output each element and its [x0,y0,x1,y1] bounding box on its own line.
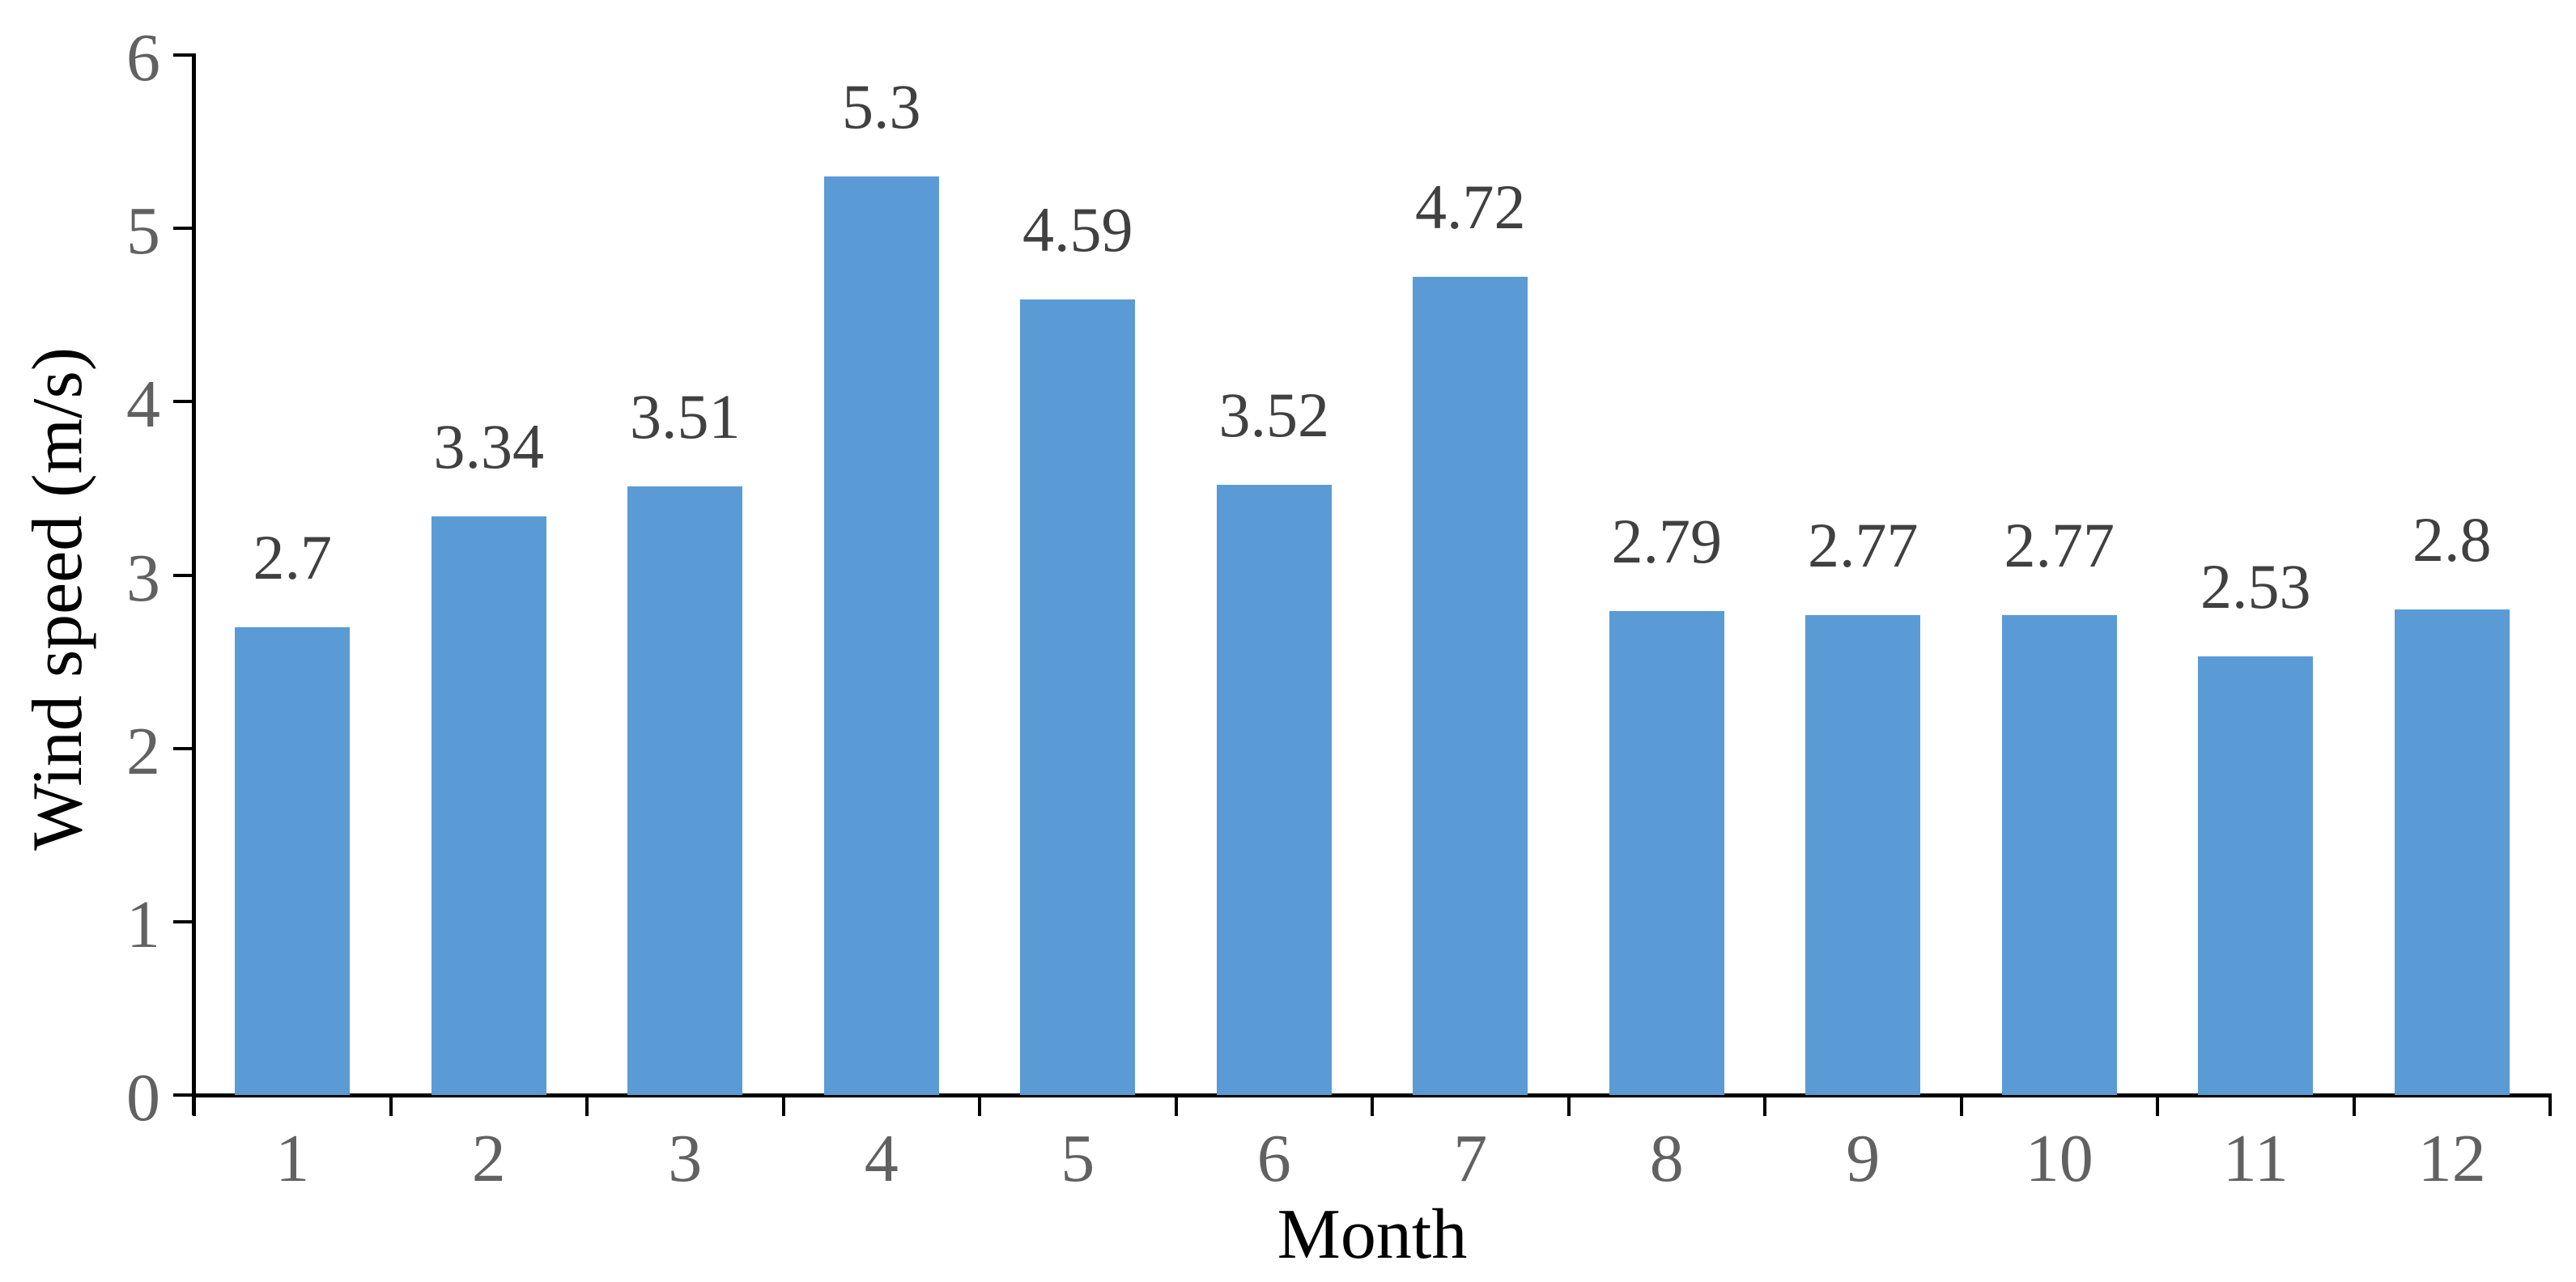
y-tick-label: 2 [126,713,160,789]
x-tick-mark [2156,1095,2159,1116]
bar-data-label: 4.72 [1415,172,1526,243]
bar-data-label: 2.8 [2412,504,2492,575]
bar [2198,656,2314,1095]
bar [1216,485,1332,1095]
x-tick-label: 1 [275,1121,310,1196]
x-tick-label: 2 [471,1121,506,1196]
y-tick-mark [173,746,194,750]
bar-data-label: 2.53 [2200,551,2311,622]
bar-data-label: 4.59 [1022,193,1133,265]
bar [1413,277,1528,1095]
x-tick-label: 6 [1256,1121,1291,1196]
bar-data-label: 5.3 [842,70,921,142]
x-tick-label: 5 [1061,1121,1095,1196]
bar-data-label: 2.7 [253,521,333,592]
x-tick-mark [2548,1095,2552,1116]
bar [235,626,351,1095]
x-tick-mark [1763,1095,1766,1116]
y-tick-label: 4 [126,367,160,443]
bar-data-label: 2.77 [1808,509,1919,580]
y-tick-label: 1 [126,886,160,962]
x-tick-label: 7 [1453,1121,1488,1196]
bar-data-label: 2.77 [2004,509,2115,580]
bar [627,486,743,1095]
x-tick-label: 9 [1846,1121,1881,1196]
y-tick-mark [173,573,194,577]
x-tick-label: 8 [1649,1121,1684,1196]
bar [431,516,546,1095]
y-axis-title: Wind speed (m/s) [19,346,97,851]
y-axis-line [192,53,196,1115]
x-tick-mark [1959,1095,1963,1116]
bar [1020,299,1136,1095]
x-tick-mark [978,1095,981,1116]
bar [2394,609,2510,1095]
y-tick-mark [173,53,194,57]
x-tick-mark [1566,1095,1571,1116]
y-tick-mark [173,400,194,404]
bar-data-label: 2.79 [1611,506,1723,577]
x-tick-mark [2352,1095,2356,1116]
x-tick-mark [1174,1095,1178,1116]
y-tick-label: 0 [126,1060,160,1136]
y-tick-mark [173,919,194,923]
y-tick-label: 6 [126,20,160,96]
x-tick-label: 3 [668,1121,703,1196]
bar-data-label: 3.51 [630,381,741,452]
x-tick-label: 11 [2222,1121,2289,1196]
x-tick-mark [193,1095,196,1116]
bar-data-label: 3.34 [433,410,545,482]
x-tick-mark [389,1095,393,1116]
y-tick-mark [173,227,194,231]
x-tick-mark [585,1095,589,1116]
y-tick-label: 5 [126,193,160,270]
x-tick-mark [781,1095,785,1116]
bar [1805,614,1921,1095]
bar [823,176,939,1095]
x-tick-label: 10 [2025,1121,2094,1196]
bar [2001,614,2117,1095]
y-tick-mark [173,1093,194,1097]
bar [1609,611,1724,1095]
x-tick-label: 12 [2417,1121,2486,1196]
x-tick-mark [1371,1095,1374,1116]
x-tick-label: 4 [864,1121,899,1196]
x-axis-title: Month [1277,1195,1468,1274]
bar-data-label: 3.52 [1218,380,1330,451]
y-tick-label: 3 [126,540,160,616]
